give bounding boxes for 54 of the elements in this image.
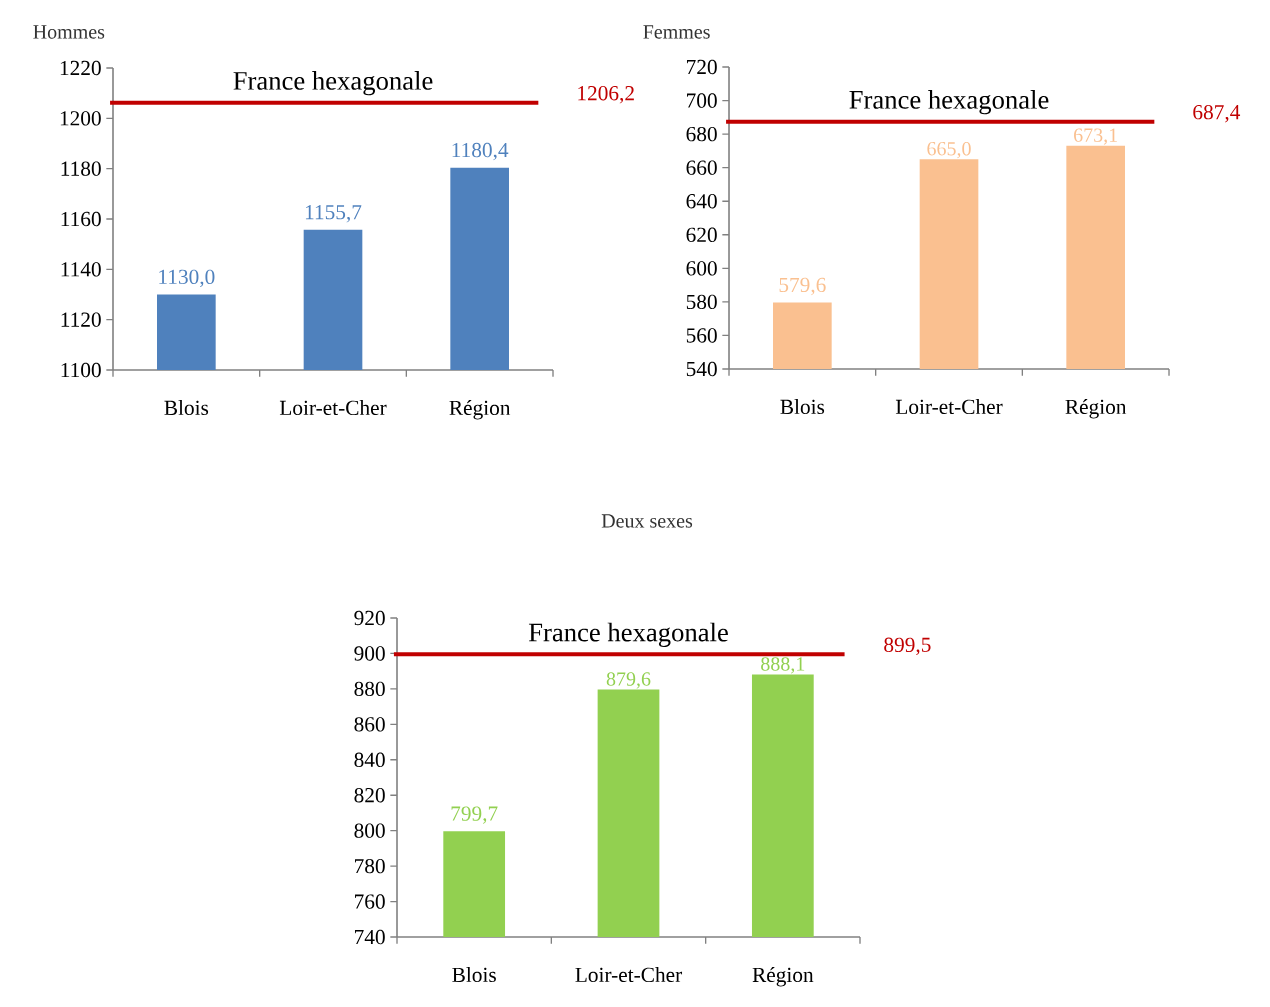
x-tick-label: Région xyxy=(449,400,511,420)
y-tick-label: 680 xyxy=(686,126,717,142)
y-tick-label: 700 xyxy=(687,93,717,108)
x-tick-label: Région xyxy=(1065,399,1127,419)
y-tick-label: 580 xyxy=(686,294,717,310)
data-label: 579,6 xyxy=(779,277,826,296)
x-tick-label: Loir-et-Cher xyxy=(575,967,683,983)
y-tick-label: 780 xyxy=(355,858,385,874)
y-tick-label: 820 xyxy=(354,788,385,803)
y-tick-label: 1120 xyxy=(61,312,101,327)
y-tick-label: 1200 xyxy=(60,111,101,126)
data-label: 1155,7 xyxy=(305,205,362,223)
y-tick-label: 620 xyxy=(686,227,717,242)
ref-line-label: France hexagonale xyxy=(528,622,728,647)
y-tick-label: 540 xyxy=(686,361,717,377)
data-label: 879,6 xyxy=(606,672,651,689)
y-tick-label: 560 xyxy=(686,328,717,343)
y-tick-label: 600 xyxy=(686,261,717,276)
y-tick-label: 1100 xyxy=(61,362,101,378)
y-tick-label: 720 xyxy=(687,59,717,75)
y-tick-label: 840 xyxy=(354,752,385,767)
x-tick-label: Loir-et-Cher xyxy=(895,399,1003,415)
x-tick-label: Région xyxy=(752,967,814,987)
y-tick-label: 860 xyxy=(354,717,385,732)
data-label: 1130,0 xyxy=(159,269,215,288)
y-tick-label: 1220 xyxy=(60,60,101,76)
chart-title: Femmes xyxy=(643,25,710,39)
text: 899,5 xyxy=(884,637,931,656)
y-tick-label: 760 xyxy=(355,894,385,909)
y-tick-label: 1140 xyxy=(61,262,101,277)
y-tick-label: 1160 xyxy=(61,211,101,227)
y-tick-label: 800 xyxy=(354,823,385,838)
x-tick-label: Blois xyxy=(780,399,825,415)
chart-title: Deux sexes xyxy=(601,514,693,528)
data-label: 665,0 xyxy=(927,141,971,159)
data-label: 1180,4 xyxy=(452,142,509,161)
data-label: 673,1 xyxy=(1074,128,1117,145)
y-tick-label: 740 xyxy=(355,929,385,945)
data-label: 799,7 xyxy=(451,806,498,824)
chart-title: Hommes xyxy=(33,25,105,39)
x-tick-label: Loir-et-Cher xyxy=(279,400,387,416)
y-tick-label: 660 xyxy=(686,160,717,175)
text: 687,4 xyxy=(1193,104,1241,123)
y-tick-label: 1180 xyxy=(61,161,101,176)
text: 1206,2 xyxy=(578,86,634,104)
y-tick-label: 920 xyxy=(354,610,385,626)
data-label: 888,1 xyxy=(761,657,805,674)
x-tick-label: Blois xyxy=(452,967,496,983)
y-tick-label: 900 xyxy=(354,646,385,661)
x-tick-label: Blois xyxy=(164,400,209,416)
ref-line-label: France hexagonale xyxy=(233,71,433,96)
ref-line-label: France hexagonale xyxy=(849,90,1049,115)
y-tick-label: 880 xyxy=(354,681,385,697)
y-tick-label: 640 xyxy=(686,194,717,209)
